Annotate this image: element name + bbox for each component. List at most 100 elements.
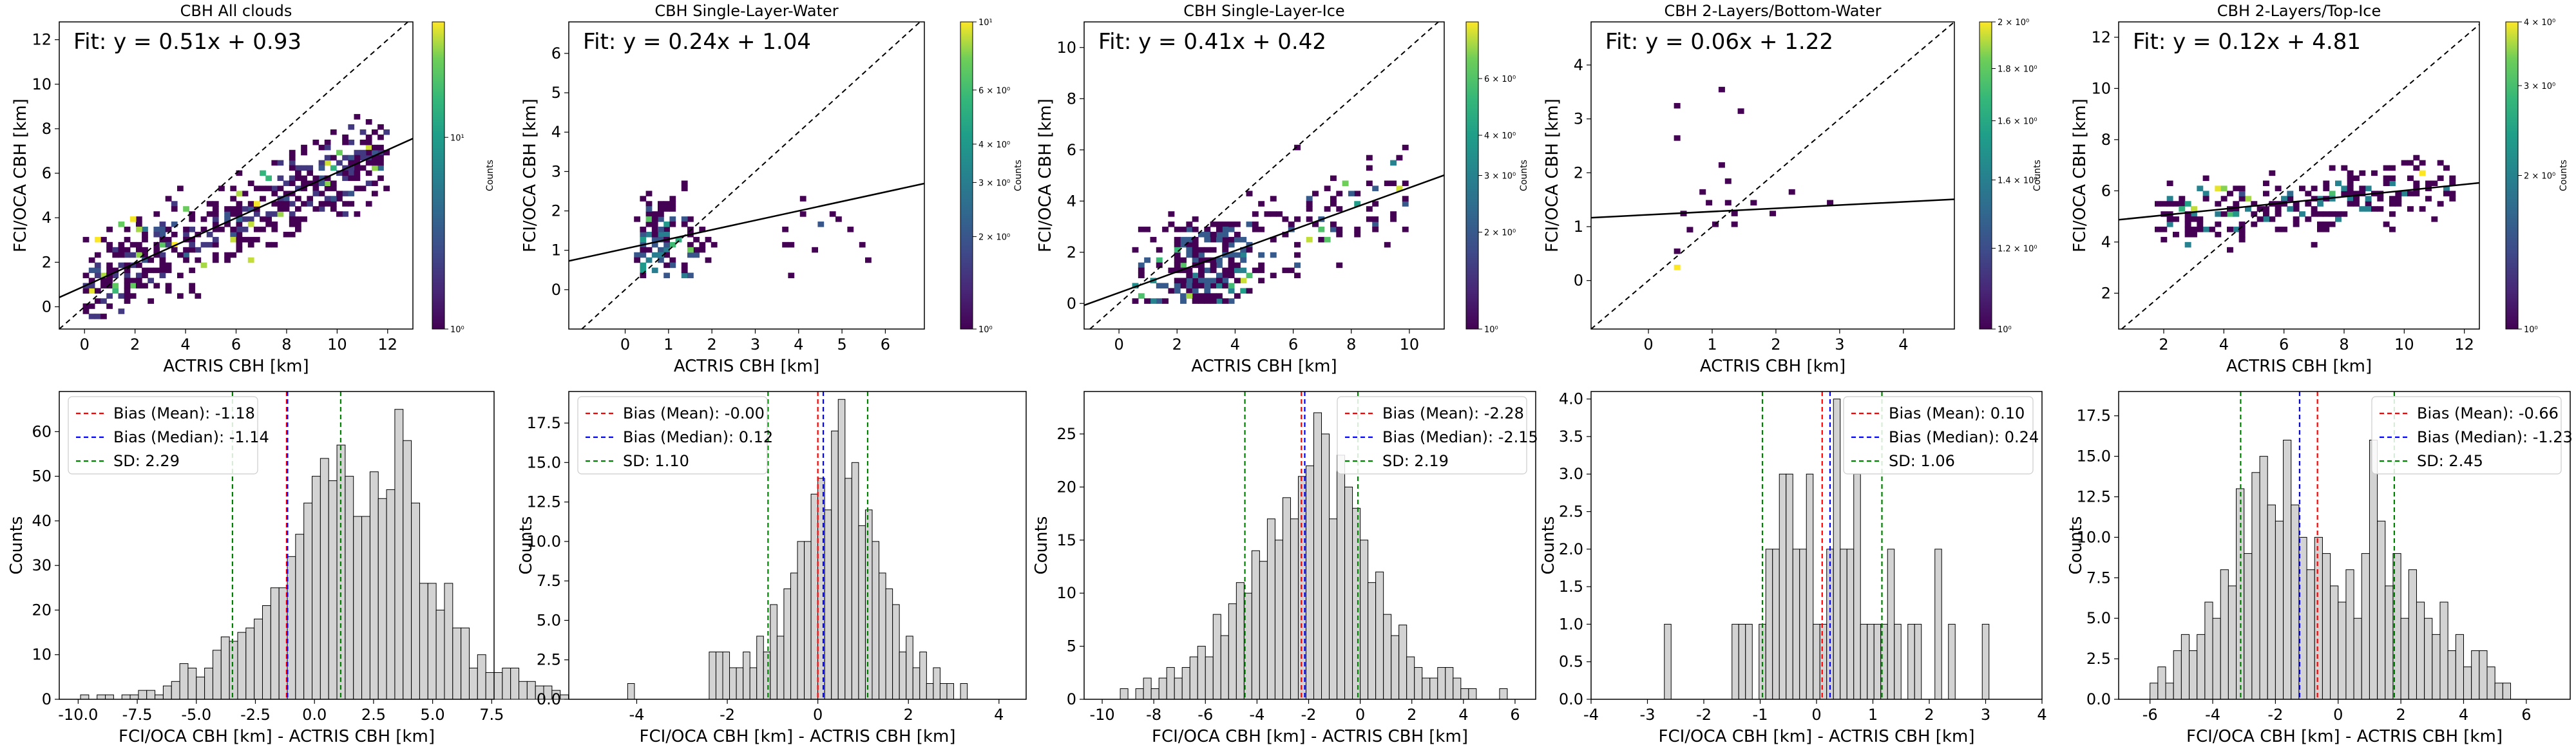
heatmap-cell xyxy=(330,180,337,186)
heatmap-cell xyxy=(195,293,202,299)
heatmap-cell xyxy=(2238,231,2246,238)
heatmap-cell xyxy=(165,241,172,248)
heatmap-cell xyxy=(271,201,278,207)
heatmap-cell xyxy=(1216,272,1223,279)
heatmap-cell xyxy=(2215,201,2222,207)
heatmap-cell xyxy=(2269,216,2276,222)
heatmap-cell xyxy=(2401,160,2408,166)
heatmap-cell xyxy=(106,227,113,232)
heatmap-cell xyxy=(135,241,142,248)
heatmap-cell xyxy=(2263,180,2269,186)
heatmap-cell xyxy=(2323,211,2330,217)
heatmap-cell xyxy=(2431,216,2438,222)
histogram-bars xyxy=(80,409,594,700)
fit-annotation: Fit: y = 0.12x + 4.81 xyxy=(2133,29,2361,55)
histogram-bar xyxy=(2494,683,2503,700)
heatmap-cell xyxy=(2197,222,2204,227)
x-axis-label: ACTRIS CBH [km] xyxy=(1191,357,1337,376)
heatmap-cell xyxy=(1138,272,1145,279)
heatmap-cell xyxy=(1204,236,1211,243)
heatmap-cells xyxy=(59,22,413,329)
heatmap-cell xyxy=(289,165,296,171)
heatmap-cell xyxy=(669,257,676,263)
heatmap-cell xyxy=(2359,191,2366,196)
heatmap-cell xyxy=(2305,216,2312,222)
x-tick-label: 1 xyxy=(1707,335,1717,354)
heatmap-cell xyxy=(112,283,119,288)
heatmap-cell xyxy=(640,252,647,258)
heatmap-cell xyxy=(1198,283,1205,288)
heatmap-cell xyxy=(2395,191,2402,196)
y-tick-label: 2 xyxy=(42,253,52,271)
heatmap-cell xyxy=(1228,262,1235,269)
heatmap-cell xyxy=(2275,206,2282,212)
histogram-panel-3: -10 -8 -6 -4 -2 0 2 4 6 0 5 10 15 20 25 FCI/OCA CBH [km… xyxy=(1032,391,1538,745)
y-tick-label: 10.0 xyxy=(527,533,561,551)
heatmap-cell xyxy=(658,216,664,222)
heatmap-cell xyxy=(153,231,160,238)
heatmap-cell xyxy=(645,257,653,263)
colorbar-tick-label: 1.2 × 10⁰ xyxy=(1998,245,2037,254)
x-tick-label: -4 xyxy=(1583,706,1599,724)
heatmap-cell xyxy=(189,211,196,217)
heatmap-cell xyxy=(1402,196,1409,202)
histogram-bar xyxy=(2228,585,2237,700)
heatmap-cell xyxy=(247,257,254,263)
heatmap-cell xyxy=(2389,201,2396,207)
x-tick-label: 4 xyxy=(794,335,803,354)
heatmap-cell xyxy=(681,262,688,269)
legend-item-sd: SD: 1.06 xyxy=(1889,452,1955,470)
heatmap-cell xyxy=(658,252,664,258)
heatmap-cell xyxy=(224,222,231,227)
y-tick-label: 10 xyxy=(2091,79,2111,97)
x-tick-label: 2 xyxy=(707,335,717,354)
histogram-bar xyxy=(519,681,528,700)
heatmap-cell xyxy=(247,201,254,207)
heatmap-cell xyxy=(2269,170,2276,176)
heatmap-cell xyxy=(1222,278,1229,284)
heatmap-cell xyxy=(354,155,361,161)
heatmap-cell xyxy=(1372,227,1379,232)
heatmap-cell xyxy=(312,185,320,191)
heatmap-cell xyxy=(1180,257,1187,263)
heatmap-cell xyxy=(2383,165,2390,171)
heatmap-cell xyxy=(1192,272,1199,279)
colorbar xyxy=(1465,21,1479,330)
heatmap-cell xyxy=(265,185,272,191)
heatmap-cell xyxy=(2413,185,2420,191)
heatmap-cell xyxy=(669,222,676,227)
histogram-bar xyxy=(171,681,180,700)
heatmap-cell xyxy=(365,119,372,125)
heatmap-cell xyxy=(663,201,670,207)
heatmap-cell xyxy=(2161,201,2168,207)
heatmap-cell xyxy=(301,165,307,171)
heatmap-cell xyxy=(1180,293,1187,299)
heatmap-cell xyxy=(2353,201,2360,207)
y-tick-label: 10 xyxy=(1056,39,1076,57)
heatmap-cell xyxy=(236,216,243,222)
heatmap-cell xyxy=(371,155,378,161)
y-tick-label: 6 xyxy=(42,164,52,182)
heatmap-cell xyxy=(1222,272,1229,279)
heatmap-cell xyxy=(1234,222,1241,227)
heatmap-cell xyxy=(645,201,653,207)
heatmap-cell xyxy=(206,231,213,238)
y-tick-label: 0 xyxy=(1574,272,1583,290)
heatmap-cell xyxy=(2184,216,2191,222)
heatmap-cell xyxy=(1294,262,1301,269)
histogram-bar xyxy=(1166,667,1175,700)
heatmap-cell xyxy=(2233,201,2240,207)
x-tick-label: 6 xyxy=(231,335,241,354)
heatmap-cell xyxy=(1174,247,1181,253)
heatmap-cell xyxy=(82,236,90,243)
heatmap-cell xyxy=(171,206,178,212)
heatmap-cell xyxy=(1372,185,1379,191)
heatmap-cell xyxy=(206,201,213,207)
heatmap-cell xyxy=(1192,236,1199,243)
heatmap-cell xyxy=(1204,288,1211,294)
heatmap-cell xyxy=(336,191,343,196)
heatmap-cell xyxy=(681,180,688,186)
x-tick-label: -2 xyxy=(2267,706,2283,724)
histogram-bar xyxy=(2424,618,2433,700)
heatmap-cell xyxy=(1210,267,1217,274)
